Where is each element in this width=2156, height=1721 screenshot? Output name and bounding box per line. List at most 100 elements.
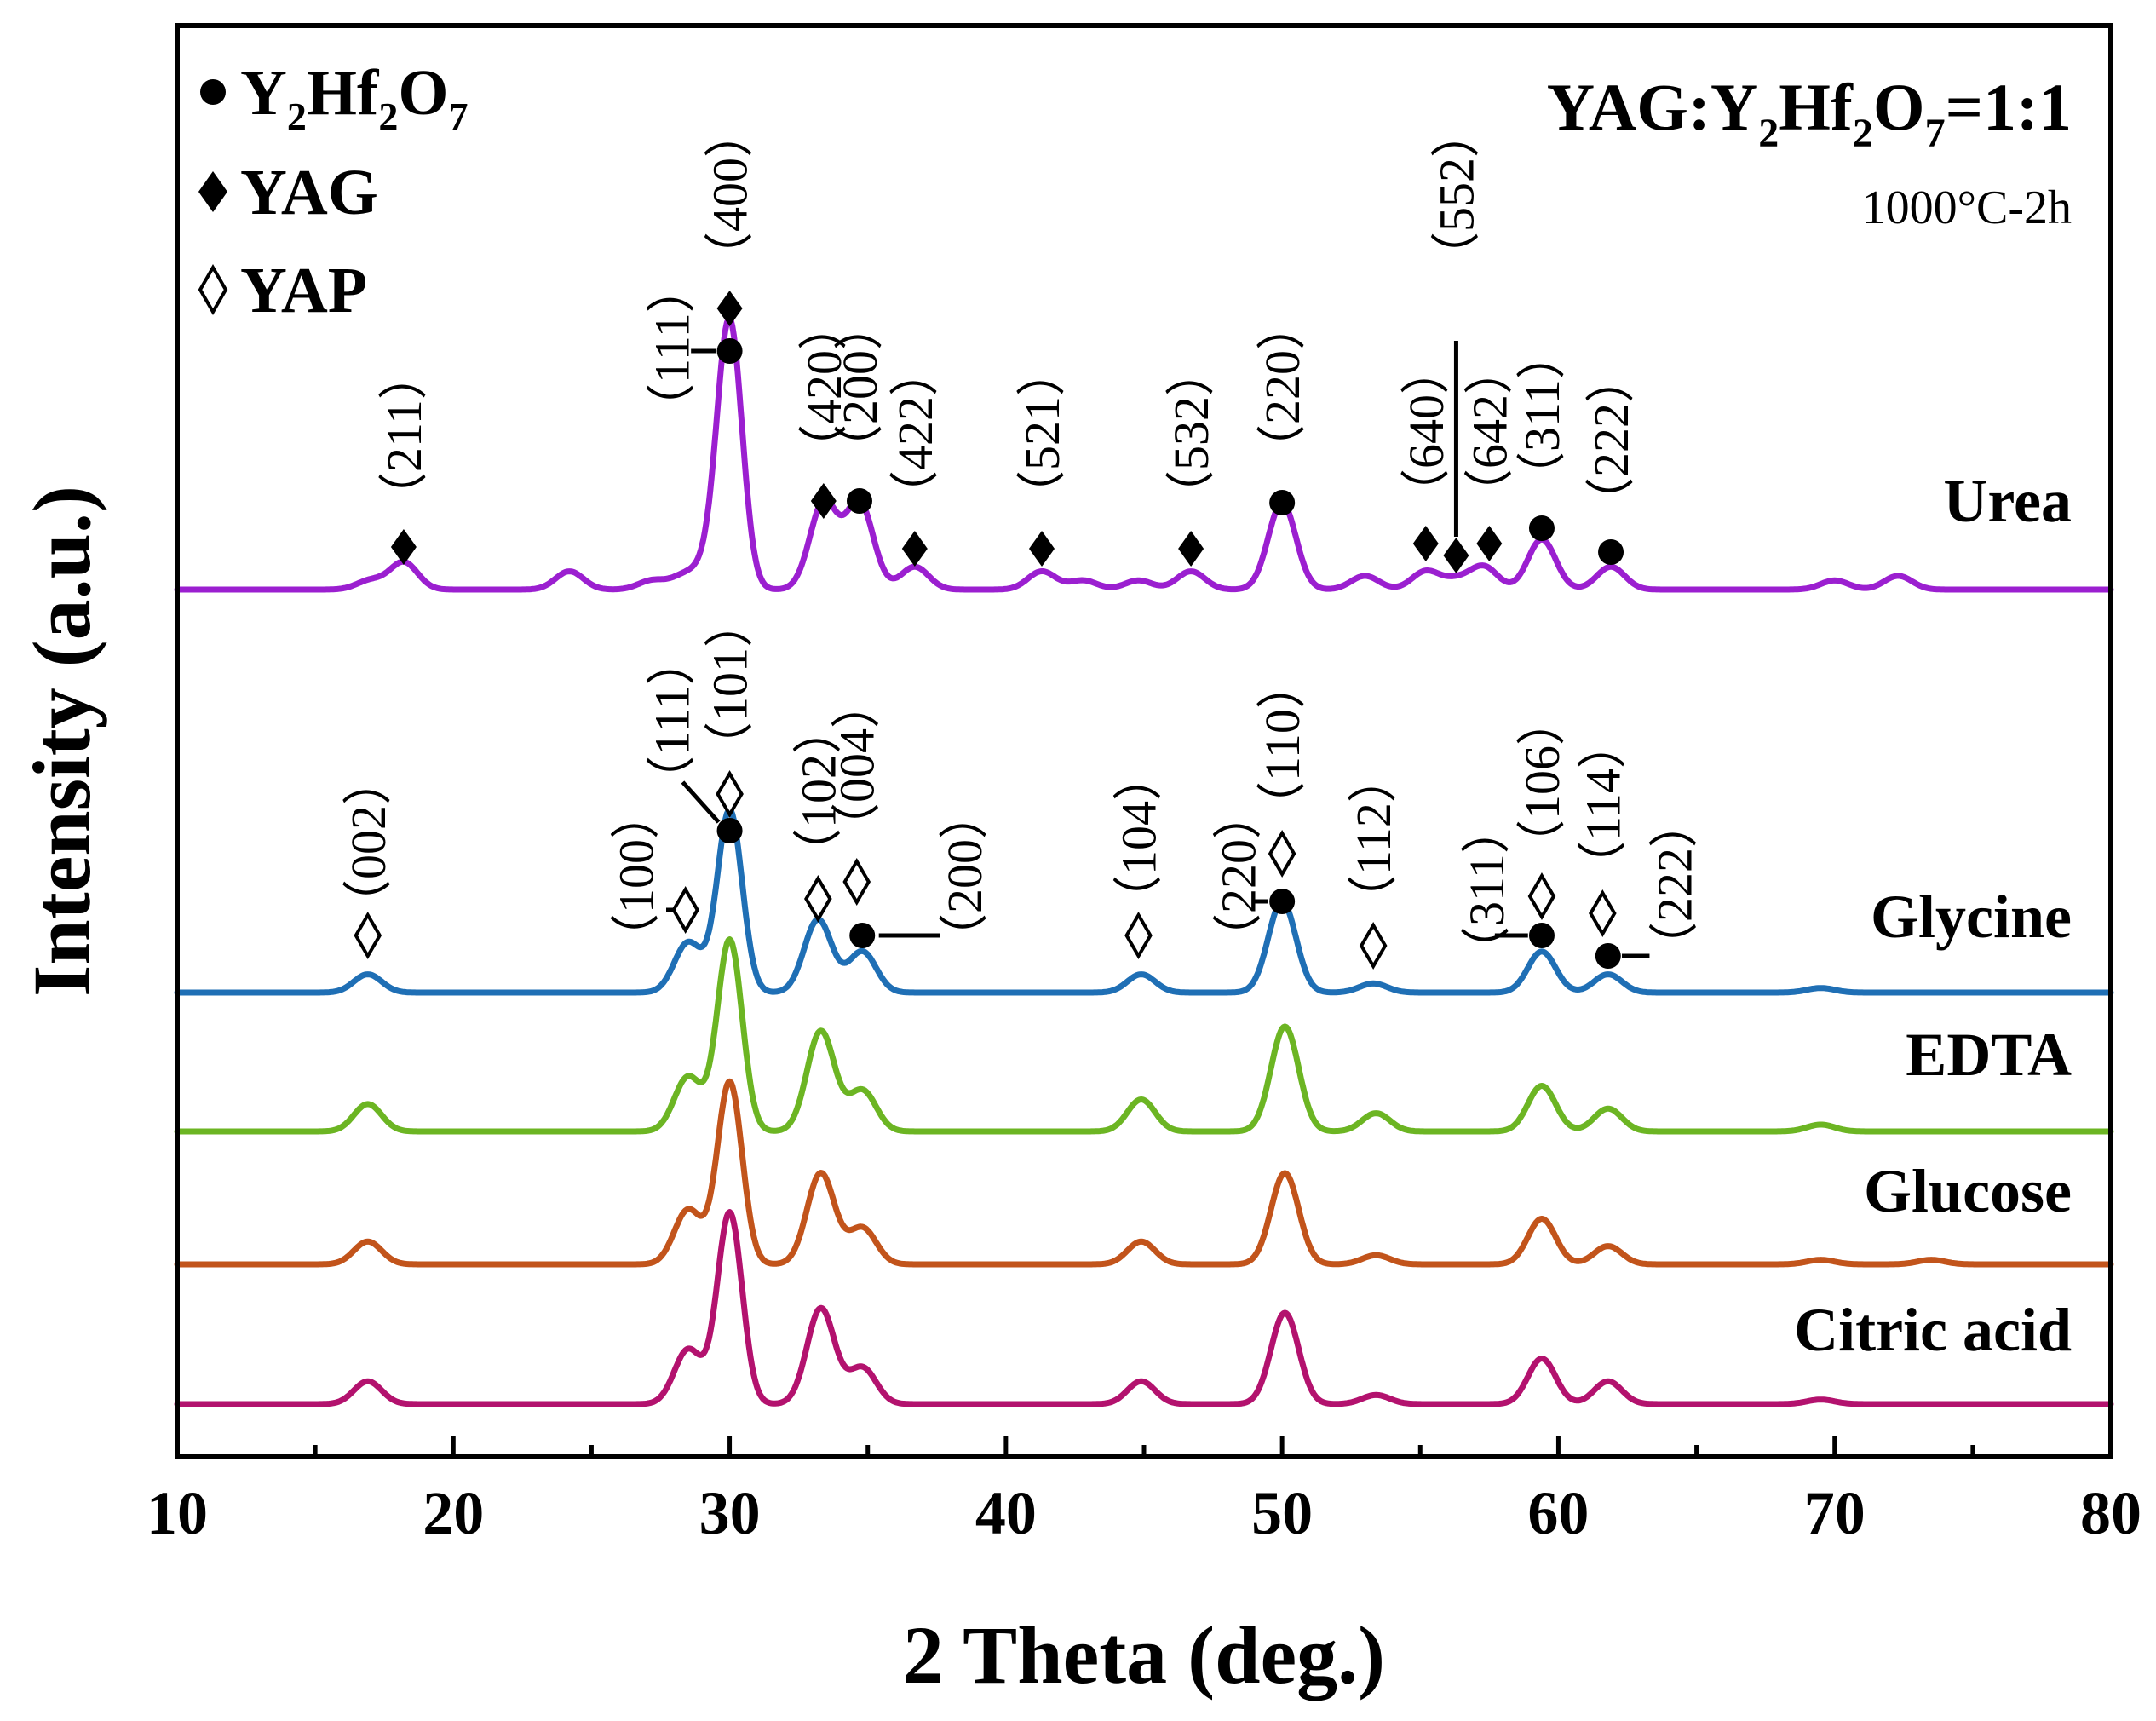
x-tick-label: 60 bbox=[1527, 1479, 1589, 1547]
phase-marker-yag bbox=[390, 529, 417, 565]
hkl-label: （420） bbox=[796, 301, 852, 474]
hkl-label: （111） bbox=[644, 263, 699, 433]
hkl-label: （100） bbox=[608, 790, 664, 963]
legend-part: Hf bbox=[307, 57, 380, 129]
phase-marker-yag bbox=[1029, 531, 1055, 567]
hkl-label: （112） bbox=[1346, 753, 1401, 924]
hkl-label: （002） bbox=[341, 756, 396, 929]
hkl-label: （220） bbox=[1210, 790, 1266, 963]
series-layer: Urea Glycine EDTA Glucose Citric acid bbox=[174, 315, 2114, 1407]
hkl-label: （200） bbox=[937, 790, 992, 963]
phase-marker-yag bbox=[1443, 538, 1469, 573]
hkl-label: （400） bbox=[703, 108, 758, 281]
hkl-label: （311） bbox=[1459, 804, 1515, 976]
legend-label: Y2Hf2O7 bbox=[240, 57, 468, 138]
title-part: YAG:Y bbox=[1547, 70, 1758, 144]
phase-marker-yap bbox=[671, 886, 700, 934]
phase-marker-y2hf2o7 bbox=[1269, 490, 1296, 515]
legend-part: Y bbox=[240, 57, 287, 129]
phase-marker-y2hf2o7 bbox=[1269, 889, 1296, 914]
hkl-label: （521） bbox=[1015, 347, 1070, 520]
legend-symbol-open-diamond bbox=[198, 263, 228, 316]
title-part: Hf bbox=[1779, 70, 1854, 144]
hkl-label: （211） bbox=[377, 350, 432, 521]
phase-marker-yap bbox=[1124, 912, 1153, 959]
legend-label: YAP bbox=[240, 255, 367, 326]
series-line-citric-acid bbox=[174, 1209, 2114, 1407]
leader-line bbox=[681, 780, 721, 824]
x-axis-title: 2 Theta (deg.) bbox=[903, 1609, 1385, 1701]
hkl-label: （101） bbox=[703, 598, 758, 771]
series-label: Glycine bbox=[1871, 883, 2072, 951]
series-line-glucose bbox=[174, 1078, 2114, 1268]
annotation-layer: （211）（111）（400）（420）（200） （422） （521） （532）… bbox=[341, 108, 1703, 976]
hkl-label: （102） bbox=[791, 705, 846, 878]
hkl-label: （200） bbox=[832, 301, 888, 474]
legend-subscript: 2 bbox=[287, 95, 307, 138]
phase-marker-yap bbox=[1359, 922, 1388, 970]
hkl-label: （114） bbox=[1575, 719, 1630, 890]
legend-symbol-filled-diamond bbox=[198, 171, 227, 212]
phase-marker-yap bbox=[1527, 872, 1556, 920]
phase-marker-y2hf2o7 bbox=[846, 488, 872, 514]
phase-marker-yag bbox=[810, 483, 837, 519]
x-tick-label: 20 bbox=[423, 1479, 484, 1547]
x-axis: 10 20 30 40 50 60 70 80 bbox=[147, 1436, 2142, 1547]
hkl-label: （640） bbox=[1399, 345, 1454, 518]
phase-marker-y2hf2o7 bbox=[1528, 515, 1555, 541]
series-label: EDTA bbox=[1906, 1021, 2072, 1089]
phase-marker-y2hf2o7 bbox=[1595, 943, 1621, 969]
phase-marker-yag bbox=[716, 291, 743, 326]
title-subscript: 2 bbox=[1853, 111, 1873, 156]
phase-marker-yap bbox=[804, 875, 832, 923]
hkl-label: （110） bbox=[1255, 659, 1310, 831]
title-subscript: 7 bbox=[1925, 111, 1946, 156]
phase-marker-y2hf2o7 bbox=[716, 818, 743, 843]
phase-marker-yap bbox=[842, 858, 871, 906]
hkl-label: （552） bbox=[1429, 108, 1484, 281]
hkl-label: （104） bbox=[1112, 751, 1167, 924]
legend-subscript: 2 bbox=[378, 95, 398, 138]
hkl-label: （222） bbox=[1647, 798, 1703, 971]
chart-subtitle: 1000°C-2h bbox=[1862, 181, 2072, 234]
phase-marker-yap bbox=[1268, 830, 1296, 878]
x-tick-label: 10 bbox=[147, 1479, 208, 1547]
phase-marker-yag bbox=[1412, 526, 1439, 561]
series-label: Urea bbox=[1943, 467, 2072, 535]
phase-marker-yag bbox=[1178, 531, 1204, 567]
phase-marker-y2hf2o7 bbox=[1598, 539, 1624, 565]
series-label: Citric acid bbox=[1794, 1296, 2072, 1364]
hkl-label: （111） bbox=[644, 636, 699, 805]
chart-title: YAG:Y2Hf2O7=1:1 bbox=[1547, 70, 2072, 156]
series-label: Glucose bbox=[1864, 1157, 2072, 1225]
legend-part: O bbox=[398, 57, 448, 129]
series-line-edta bbox=[174, 936, 2114, 1135]
legend-label: YAG bbox=[240, 157, 378, 228]
phase-marker-yap bbox=[1588, 889, 1617, 937]
phase-marker-y2hf2o7 bbox=[849, 923, 876, 948]
phase-marker-y2hf2o7 bbox=[716, 338, 743, 364]
x-tick-label: 70 bbox=[1804, 1479, 1866, 1547]
title-part: O bbox=[1873, 70, 1925, 144]
phase-marker-yag bbox=[1476, 526, 1503, 561]
x-tick-label: 30 bbox=[699, 1479, 761, 1547]
phase-marker-yag bbox=[901, 531, 928, 567]
legend-symbol-circle bbox=[200, 79, 226, 105]
series-line-urea bbox=[174, 315, 2114, 593]
title-subscript: 2 bbox=[1758, 111, 1779, 156]
hkl-label: （642） bbox=[1462, 345, 1517, 518]
x-tick-label: 40 bbox=[975, 1479, 1037, 1547]
legend-subscript: 7 bbox=[448, 95, 468, 138]
hkl-label: （106） bbox=[1515, 696, 1570, 869]
title-part: =1:1 bbox=[1946, 70, 2072, 144]
hkl-label: （532） bbox=[1164, 347, 1219, 520]
series-line-glycine bbox=[174, 806, 2114, 996]
hkl-label: （220） bbox=[1255, 301, 1310, 474]
hkl-label: （004） bbox=[830, 679, 885, 852]
phase-marker-yap bbox=[354, 912, 382, 959]
y-axis-title: Intensity (a.u.) bbox=[16, 486, 107, 997]
hkl-label: （222） bbox=[1584, 354, 1639, 527]
hkl-label: （422） bbox=[888, 347, 943, 520]
